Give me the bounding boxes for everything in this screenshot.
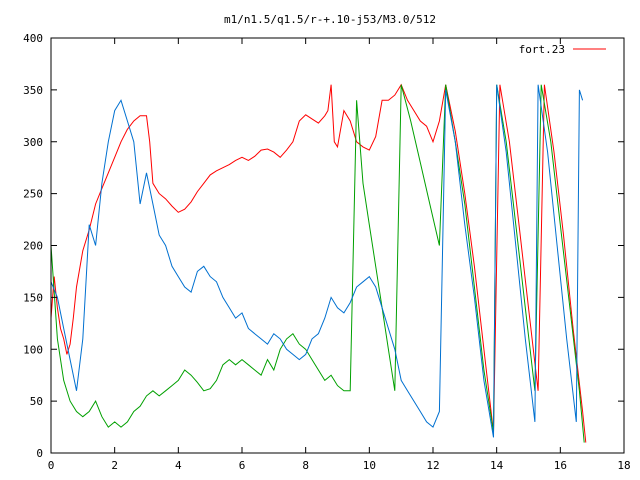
- y-axis: 0 50 100 150 200 250 300 350 400: [23, 32, 624, 460]
- y-tick-label: 150: [23, 291, 43, 304]
- x-axis: 0 2 4 6 8 10 12 14 16 18: [48, 38, 631, 472]
- x-tick-label: 14: [490, 459, 504, 472]
- x-tick-label: 12: [426, 459, 439, 472]
- legend-label: fort.23: [519, 43, 565, 56]
- x-tick-label: 0: [48, 459, 55, 472]
- x-tick-label: 2: [111, 459, 118, 472]
- legend: fort.23: [519, 43, 606, 56]
- y-tick-label: 300: [23, 136, 43, 149]
- series-line-3: [50, 84, 584, 438]
- x-tick-label: 4: [175, 459, 182, 472]
- x-tick-label: 18: [617, 459, 630, 472]
- y-tick-label: 0: [36, 447, 43, 460]
- y-tick-label: 350: [23, 84, 43, 97]
- y-tick-label: 200: [23, 240, 43, 253]
- x-tick-label: 6: [239, 459, 246, 472]
- series-layer: [50, 83, 587, 443]
- y-tick-label: 250: [23, 188, 43, 201]
- x-tick-label: 10: [363, 459, 376, 472]
- y-tick-label: 50: [30, 395, 43, 408]
- x-tick-label: 16: [554, 459, 567, 472]
- series-line-2: [50, 84, 585, 443]
- y-tick-label: 100: [23, 343, 43, 356]
- x-tick-label: 8: [302, 459, 309, 472]
- series-line-1: [50, 83, 587, 443]
- y-tick-label: 400: [23, 32, 43, 45]
- chart-title: m1/n1.5/q1.5/r-+.10-j53/M3.0/512: [224, 13, 436, 26]
